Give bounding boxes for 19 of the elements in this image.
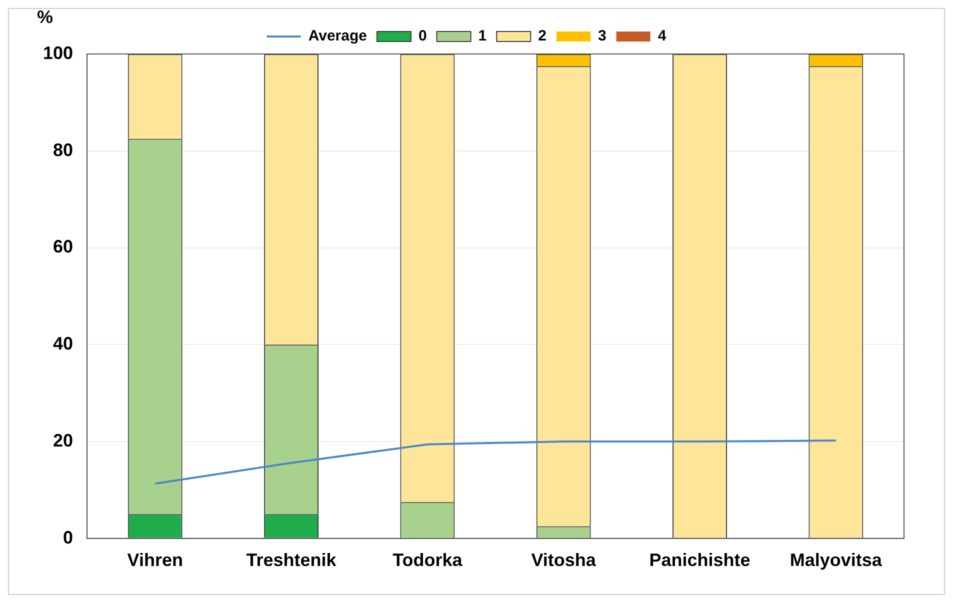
legend-label: 1 [478,28,487,45]
legend-label: 0 [418,28,427,45]
legend-label: 4 [658,28,667,45]
y-tick-label: 80 [53,140,74,160]
y-axis-title: % [37,6,54,27]
y-tick-label: 60 [53,236,74,257]
legend-label: 3 [598,28,606,45]
x-tick-label: Vihren [127,550,183,570]
legend-label: Average [308,28,367,45]
x-tick-label: Todorka [392,550,464,570]
y-tick-label: 20 [53,430,74,450]
legend-label: 2 [538,28,546,45]
x-tick-label: Panichishte [649,550,750,570]
y-tick-label: 0 [63,527,74,548]
x-tick-label: Vitosha [531,550,597,570]
x-tick-label: Treshtenik [246,550,338,570]
y-tick-label: 100 [42,42,74,63]
x-tick-label: Malyovitsa [790,550,883,570]
y-tick-label: 40 [53,334,74,354]
